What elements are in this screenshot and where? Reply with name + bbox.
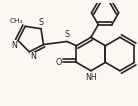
Text: S: S [64,30,69,39]
Text: CH₃: CH₃ [10,18,23,24]
Text: N: N [30,52,36,61]
Text: O: O [55,58,62,67]
Text: S: S [39,18,44,27]
Text: NH: NH [85,73,97,82]
Text: N: N [11,41,17,50]
